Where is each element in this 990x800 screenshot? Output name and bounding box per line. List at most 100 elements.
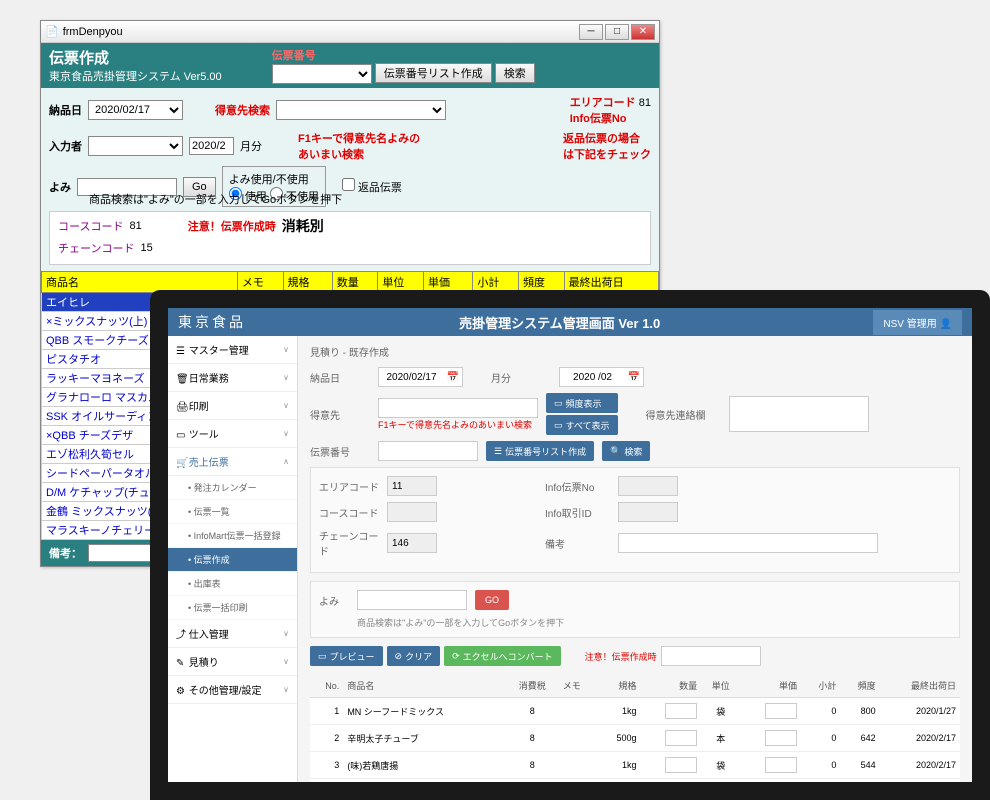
menu-group[interactable]: 🗑 日常業務∨ bbox=[168, 364, 297, 392]
titlebar: 📄 frmDenpyou ─ □ ✕ bbox=[41, 21, 659, 43]
tokui-rel-input[interactable] bbox=[729, 396, 869, 432]
excel-button[interactable]: ⟳ エクセルへコンバート bbox=[444, 646, 561, 666]
go-hint: 商品検索は"よみ"の一部を入力してGoボタンを押下 bbox=[89, 191, 342, 207]
bikou-label: 備考： bbox=[49, 545, 82, 561]
menu-group[interactable]: ⚙ その他管理/設定∨ bbox=[168, 676, 297, 704]
sidebar: ☰ マスター管理∨🗑 日常業務∨🖨 印刷∨▭ ツール∨🛒 売上伝票∧• 発注カレ… bbox=[168, 336, 298, 782]
menu-group[interactable]: ⤴ 仕入管理∨ bbox=[168, 620, 297, 648]
course-value bbox=[387, 502, 437, 522]
all-button[interactable]: ▭ すべて表示 bbox=[546, 415, 618, 435]
bikou-label: 備考 bbox=[545, 536, 610, 551]
tokui-hint: F1キーで得意先名よみのあいまい検索 bbox=[378, 418, 538, 431]
chain-label: チェーンコード bbox=[319, 528, 379, 558]
bikou-input[interactable] bbox=[618, 533, 878, 553]
menu-group[interactable]: ✎ 見積り∨ bbox=[168, 648, 297, 676]
denpyou-no-select[interactable] bbox=[272, 64, 372, 84]
denno-input[interactable] bbox=[378, 441, 478, 461]
menu-group[interactable]: 🖨 印刷∨ bbox=[168, 392, 297, 420]
month-input[interactable]: 📅 bbox=[559, 367, 644, 387]
table-row[interactable]: 3(味)若鶏唐揚81kg袋05442020/2/17 bbox=[310, 752, 960, 779]
header-subtitle: 東京食品売掛管理システム Ver5.00 bbox=[49, 68, 222, 84]
column-header: 単価 bbox=[740, 674, 801, 698]
table-row[interactable]: 4DM ケチャップ チューブ805242020/2/10 bbox=[310, 779, 960, 783]
go-hint: 商品検索は"よみ"の一部を入力してGoボタンを押下 bbox=[357, 616, 951, 629]
yomi-input[interactable] bbox=[357, 590, 467, 610]
menu-item[interactable]: • 伝票作成 bbox=[168, 548, 297, 572]
course-code-value: 81 bbox=[129, 220, 141, 232]
nyuryoku-select[interactable] bbox=[88, 136, 183, 156]
nouhin-label: 納品日 bbox=[49, 102, 82, 118]
warn-input[interactable] bbox=[661, 646, 761, 666]
tokui-label: 得意先 bbox=[310, 407, 370, 422]
info-denpyou-label: Info伝票No bbox=[570, 113, 627, 125]
nouhin-date-select[interactable]: 2020/02/17 bbox=[88, 100, 183, 120]
user-badge[interactable]: NSV 管理用 👤 bbox=[873, 310, 962, 335]
cell-input[interactable] bbox=[765, 703, 797, 719]
table-row[interactable]: 2辛明太子チューブ8500g本06422020/2/17 bbox=[310, 725, 960, 752]
month-input[interactable] bbox=[189, 137, 234, 155]
menu-group[interactable]: ▭ ツール∨ bbox=[168, 420, 297, 448]
cell-input[interactable] bbox=[665, 730, 697, 746]
topbar: 東京食品 売掛管理システム管理画面 Ver 1.0 NSV 管理用 👤 bbox=[168, 308, 972, 336]
close-button[interactable]: ✕ bbox=[631, 24, 655, 40]
chain-code-label: チェーンコード bbox=[58, 240, 134, 256]
menu-group[interactable]: 🛒 売上伝票∧ bbox=[168, 448, 297, 476]
denpyou-list-button[interactable]: 伝票番号リスト作成 bbox=[375, 63, 492, 83]
cell-input[interactable] bbox=[665, 757, 697, 773]
tokui-input[interactable] bbox=[378, 398, 538, 418]
code-box: コースコード 81 注意！伝票作成時 消耗別 チェーンコード 15 bbox=[49, 211, 651, 265]
chain-code-value: 15 bbox=[140, 242, 152, 254]
table-row[interactable]: 1MN シーフードミックス81kg袋08002020/1/27 bbox=[310, 698, 960, 725]
cell-input[interactable] bbox=[665, 703, 697, 719]
yomi-label: よみ bbox=[49, 179, 71, 195]
column-header: 単位 bbox=[701, 674, 740, 698]
maximize-button[interactable]: □ bbox=[605, 24, 629, 40]
area-code-value: 81 bbox=[639, 97, 651, 109]
menu-item[interactable]: • InfoMart伝票一括登録 bbox=[168, 524, 297, 548]
nyuryoku-label: 入力者 bbox=[49, 138, 82, 154]
course-label: コースコード bbox=[319, 505, 379, 520]
search-button[interactable]: 🔍 検索 bbox=[602, 441, 650, 461]
tokui-select[interactable] bbox=[276, 100, 446, 120]
product-table: No.商品名消費税メモ規格数量単位単価小計頻度最終出荷日 1MN シーフードミッ… bbox=[310, 674, 960, 782]
hindo-button[interactable]: ▭ 頻度表示 bbox=[546, 393, 618, 413]
cell-input[interactable] bbox=[765, 730, 797, 746]
header-title: 伝票作成 bbox=[49, 47, 222, 68]
menu-item[interactable]: • 伝票一覧 bbox=[168, 500, 297, 524]
preview-button[interactable]: ▭ プレビュー bbox=[310, 646, 383, 666]
cell-input[interactable] bbox=[765, 757, 797, 773]
window-title: frmDenpyou bbox=[63, 26, 123, 38]
column-header: メモ bbox=[559, 674, 598, 698]
column-header: 小計 bbox=[801, 674, 840, 698]
warn-label: 注意！伝票作成時 bbox=[585, 650, 657, 663]
area-code-label: エリアコード bbox=[570, 97, 636, 109]
minimize-button[interactable]: ─ bbox=[579, 24, 603, 40]
menu-group[interactable]: ☰ マスター管理∨ bbox=[168, 336, 297, 364]
column-header: 数量 bbox=[641, 674, 702, 698]
column-header: No. bbox=[310, 674, 343, 698]
course-code-label: コースコード bbox=[58, 218, 123, 234]
menu-item[interactable]: • 出庫表 bbox=[168, 572, 297, 596]
modern-app: 東京食品 売掛管理システム管理画面 Ver 1.0 NSV 管理用 👤 ☰ マス… bbox=[168, 308, 972, 782]
month-label: 月分 bbox=[491, 370, 551, 385]
menu-item[interactable]: • 発注カレンダー bbox=[168, 476, 297, 500]
column-header: 頻度 bbox=[840, 674, 879, 698]
infoden-label: Info伝票No bbox=[545, 479, 610, 494]
app-title: 売掛管理システム管理画面 Ver 1.0 bbox=[459, 313, 660, 332]
clear-button[interactable]: ⊘ クリア bbox=[387, 646, 441, 666]
calendar-icon: 📅 bbox=[444, 372, 462, 383]
go-button[interactable]: GO bbox=[475, 590, 509, 610]
month-label: 月分 bbox=[240, 138, 262, 154]
denlist-button[interactable]: ☰ 伝票番号リスト作成 bbox=[486, 441, 594, 461]
infotori-label: Info取引ID bbox=[545, 505, 610, 520]
nouhin-date-input[interactable]: 📅 bbox=[378, 367, 463, 387]
shoumou-label: 消耗別 bbox=[282, 216, 324, 236]
search-button[interactable]: 検索 bbox=[495, 63, 535, 83]
yomi-label: よみ bbox=[319, 593, 349, 608]
column-header: 商品名 bbox=[343, 674, 505, 698]
return-checkbox[interactable]: 返品伝票 bbox=[342, 178, 402, 195]
return-hint-2: は下記をチェック bbox=[563, 149, 651, 161]
menu-item[interactable]: • 伝票一括印刷 bbox=[168, 596, 297, 620]
content-area: 見積り - 既存作成 納品日 📅 月分 📅 得意先 F1キーで得意先名よみのあい… bbox=[298, 336, 972, 782]
tokui-search-label: 得意先検索 bbox=[215, 102, 270, 118]
